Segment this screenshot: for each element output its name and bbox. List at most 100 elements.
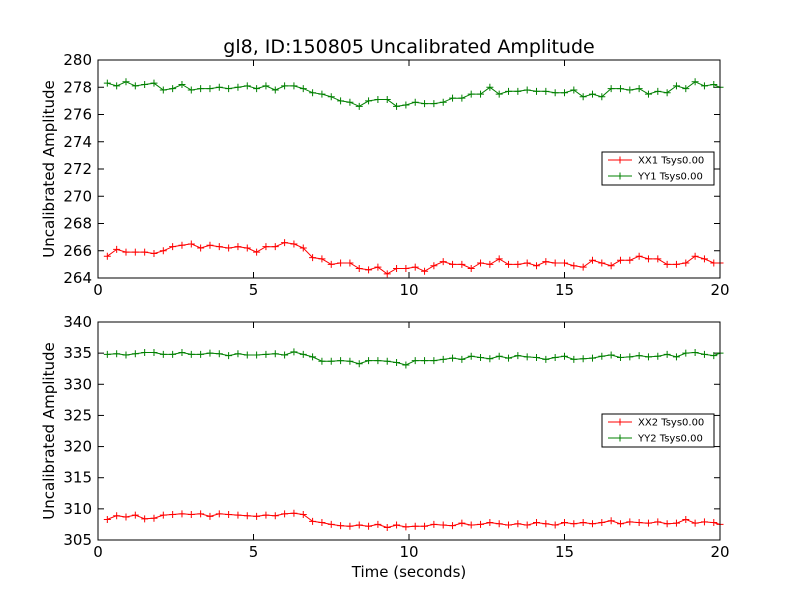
data-point bbox=[206, 85, 214, 93]
data-point bbox=[421, 357, 429, 365]
data-point bbox=[598, 519, 606, 527]
data-point bbox=[318, 255, 326, 263]
y-axis-label: Uncalibrated Amplitude bbox=[40, 342, 58, 519]
data-point bbox=[430, 520, 438, 528]
data-point bbox=[346, 522, 354, 530]
x-tick-label: 10 bbox=[399, 543, 418, 561]
data-point bbox=[243, 351, 251, 359]
data-point bbox=[253, 248, 261, 256]
data-point bbox=[290, 240, 298, 248]
data-point bbox=[159, 86, 167, 94]
data-point bbox=[393, 358, 401, 366]
data-point bbox=[402, 361, 410, 369]
data-point bbox=[309, 517, 317, 525]
data-point bbox=[103, 79, 111, 87]
data-point bbox=[644, 353, 652, 361]
data-point bbox=[290, 82, 298, 90]
data-point bbox=[393, 102, 401, 110]
data-point bbox=[281, 239, 289, 247]
data-point bbox=[542, 520, 550, 528]
data-point bbox=[159, 247, 167, 255]
data-point bbox=[150, 79, 158, 87]
x-tick-label: 5 bbox=[249, 543, 259, 561]
data-point bbox=[206, 512, 214, 520]
data-point bbox=[271, 86, 279, 94]
data-point bbox=[570, 355, 578, 363]
data-point bbox=[131, 82, 139, 90]
data-point bbox=[616, 354, 624, 362]
data-point bbox=[225, 244, 233, 252]
data-point bbox=[299, 244, 307, 252]
data-point bbox=[542, 87, 550, 95]
data-point bbox=[663, 260, 671, 268]
y-tick-label: 320 bbox=[63, 438, 92, 456]
data-point bbox=[663, 89, 671, 97]
data-point bbox=[523, 259, 531, 267]
data-point bbox=[477, 354, 485, 362]
data-point bbox=[122, 513, 130, 521]
x-axis-label: Time (seconds) bbox=[351, 563, 467, 581]
data-point bbox=[337, 522, 345, 530]
y-tick-label: 276 bbox=[63, 106, 92, 124]
data-point bbox=[346, 357, 354, 365]
data-point bbox=[523, 521, 531, 529]
data-point bbox=[644, 255, 652, 263]
data-point bbox=[374, 263, 382, 271]
data-point bbox=[197, 350, 205, 358]
data-point bbox=[374, 357, 382, 365]
data-point bbox=[514, 260, 522, 268]
data-point bbox=[430, 357, 438, 365]
data-point bbox=[262, 350, 270, 358]
data-point bbox=[449, 354, 457, 362]
data-point bbox=[616, 85, 624, 93]
y-tick-label: 274 bbox=[63, 133, 92, 151]
data-point bbox=[197, 244, 205, 252]
data-point bbox=[477, 520, 485, 528]
data-point bbox=[439, 98, 447, 106]
data-point bbox=[421, 522, 429, 530]
data-point bbox=[365, 357, 373, 365]
data-point bbox=[682, 85, 690, 93]
data-point bbox=[710, 352, 718, 360]
data-point bbox=[579, 93, 587, 101]
data-point bbox=[309, 254, 317, 262]
data-point bbox=[430, 262, 438, 270]
data-point bbox=[206, 349, 214, 357]
plot-frame bbox=[97, 59, 721, 279]
data-point bbox=[131, 511, 139, 519]
data-point bbox=[700, 518, 708, 526]
data-point bbox=[607, 517, 615, 525]
data-point bbox=[570, 520, 578, 528]
data-point bbox=[505, 521, 513, 529]
data-point bbox=[486, 260, 494, 268]
data-point bbox=[159, 511, 167, 519]
data-point bbox=[365, 97, 373, 105]
data-point bbox=[383, 96, 391, 104]
data-point bbox=[262, 511, 270, 519]
data-point bbox=[327, 357, 335, 365]
legend-label: YY1 Tsys0.00 bbox=[637, 172, 703, 183]
data-point bbox=[187, 350, 195, 358]
data-point bbox=[290, 348, 298, 356]
data-point bbox=[588, 90, 596, 98]
data-point bbox=[281, 82, 289, 90]
chart-title: gl8, ID:150805 Uncalibrated Amplitude bbox=[223, 36, 594, 58]
data-point bbox=[402, 101, 410, 109]
data-point bbox=[141, 515, 149, 523]
data-point bbox=[514, 87, 522, 95]
data-point bbox=[113, 512, 121, 520]
data-point bbox=[514, 520, 522, 528]
data-point bbox=[439, 521, 447, 529]
data-point bbox=[225, 85, 233, 93]
data-point bbox=[131, 248, 139, 256]
data-point bbox=[150, 514, 158, 522]
data-point bbox=[644, 519, 652, 527]
data-point bbox=[113, 245, 121, 253]
data-point bbox=[187, 510, 195, 518]
data-point bbox=[439, 355, 447, 363]
data-point bbox=[607, 262, 615, 270]
legend-box bbox=[601, 151, 715, 186]
data-point bbox=[327, 520, 335, 528]
data-point bbox=[122, 78, 130, 86]
